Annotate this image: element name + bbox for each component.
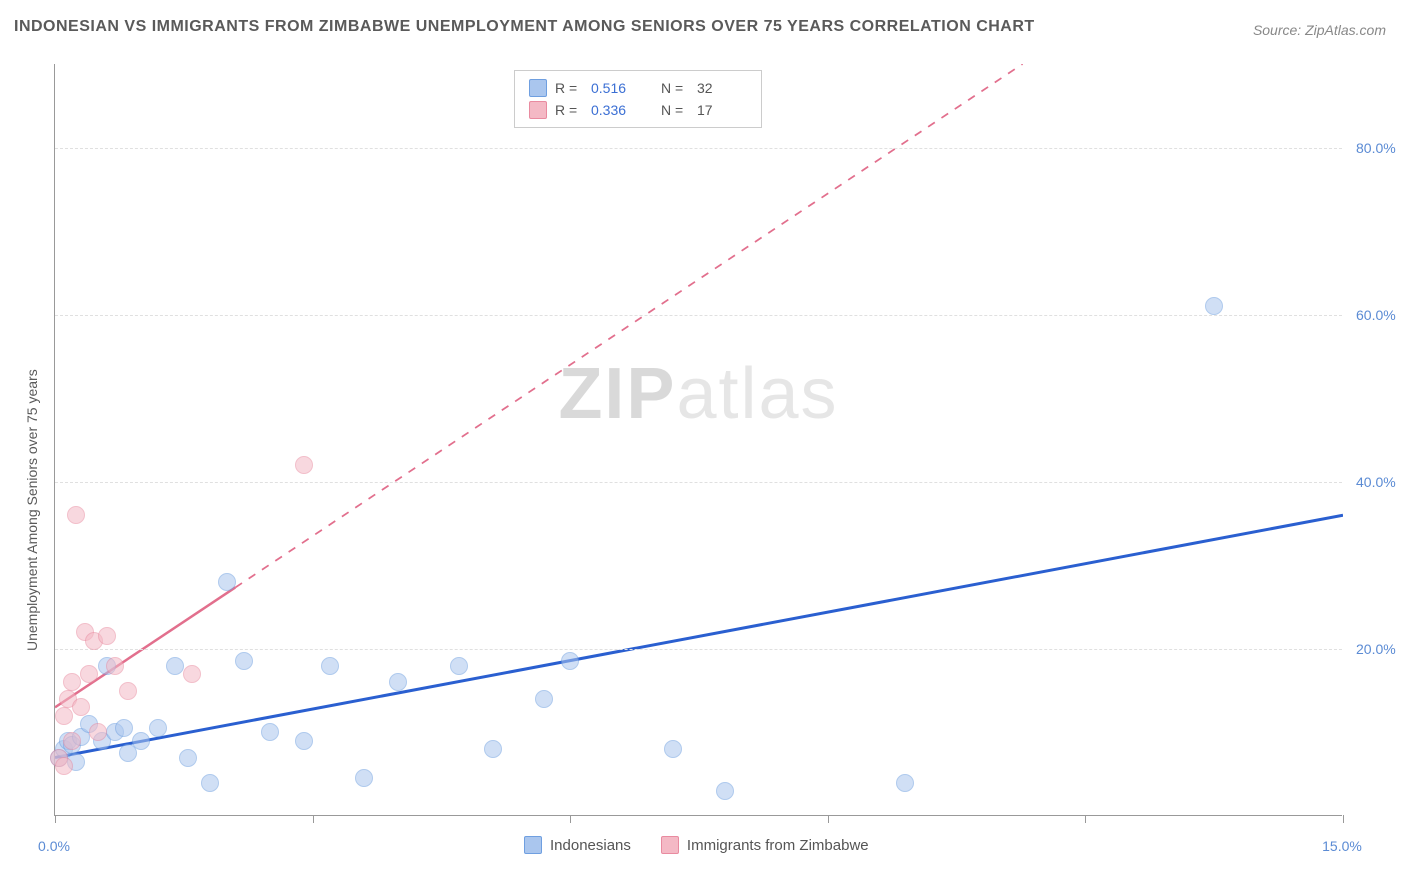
data-point bbox=[179, 749, 197, 767]
x-tick bbox=[828, 815, 829, 823]
data-point bbox=[55, 707, 73, 725]
watermark: ZIPatlas bbox=[558, 353, 838, 435]
data-point bbox=[295, 456, 313, 474]
gridline bbox=[55, 148, 1342, 149]
legend-swatch bbox=[529, 79, 547, 97]
plot-area: ZIPatlas bbox=[54, 64, 1342, 816]
x-tick-label: 15.0% bbox=[1322, 838, 1362, 854]
data-point bbox=[72, 698, 90, 716]
legend-item: Immigrants from Zimbabwe bbox=[661, 836, 869, 854]
trend-line bbox=[55, 515, 1343, 757]
trend-lines bbox=[55, 64, 1343, 816]
data-point bbox=[484, 740, 502, 758]
gridline bbox=[55, 649, 1342, 650]
data-point bbox=[115, 719, 133, 737]
data-point bbox=[80, 665, 98, 683]
data-point bbox=[106, 657, 124, 675]
legend-r-label: R = bbox=[555, 80, 583, 96]
x-tick bbox=[570, 815, 571, 823]
legend-n noexpand: N = bbox=[661, 102, 689, 118]
legend-r-value: 0.516 bbox=[591, 80, 641, 96]
y-axis-label: Unemployment Among Seniors over 75 years bbox=[24, 369, 40, 651]
gridline bbox=[55, 315, 1342, 316]
legend-n-value: 17 bbox=[697, 102, 747, 118]
data-point bbox=[561, 652, 579, 670]
data-point bbox=[98, 627, 116, 645]
y-tick-label: 20.0% bbox=[1356, 641, 1396, 657]
data-point bbox=[1205, 297, 1223, 315]
y-tick-label: 60.0% bbox=[1356, 307, 1396, 323]
y-tick-label: 40.0% bbox=[1356, 474, 1396, 490]
x-tick bbox=[313, 815, 314, 823]
trend-line bbox=[55, 587, 235, 707]
legend-row: R = 0.516 N = 32 bbox=[529, 77, 747, 99]
x-tick bbox=[55, 815, 56, 823]
y-tick-label: 80.0% bbox=[1356, 140, 1396, 156]
data-point bbox=[664, 740, 682, 758]
data-point bbox=[295, 732, 313, 750]
data-point bbox=[119, 682, 137, 700]
data-point bbox=[183, 665, 201, 683]
legend-swatch bbox=[661, 836, 679, 854]
legend-swatch bbox=[529, 101, 547, 119]
data-point bbox=[166, 657, 184, 675]
data-point bbox=[450, 657, 468, 675]
data-point bbox=[89, 723, 107, 741]
x-tick bbox=[1085, 815, 1086, 823]
data-point bbox=[63, 673, 81, 691]
data-point bbox=[132, 732, 150, 750]
legend-item: Indonesians bbox=[524, 836, 631, 854]
data-point bbox=[149, 719, 167, 737]
data-point bbox=[201, 774, 219, 792]
data-point bbox=[261, 723, 279, 741]
legend-row: R = 0.336 N = 17 bbox=[529, 99, 747, 121]
data-point bbox=[716, 782, 734, 800]
chart-source: Source: ZipAtlas.com bbox=[1253, 22, 1386, 38]
legend-n-value: 32 bbox=[697, 80, 747, 96]
legend-n noexpand: N = bbox=[661, 80, 689, 96]
data-point bbox=[63, 732, 81, 750]
chart-title: INDONESIAN VS IMMIGRANTS FROM ZIMBABWE U… bbox=[14, 18, 1035, 36]
trend-line-dashed bbox=[235, 64, 1022, 587]
data-point bbox=[218, 573, 236, 591]
x-tick-label: 0.0% bbox=[38, 838, 70, 854]
gridline bbox=[55, 482, 1342, 483]
series-legend: Indonesians Immigrants from Zimbabwe bbox=[524, 836, 869, 854]
data-point bbox=[235, 652, 253, 670]
legend-r-value: 0.336 bbox=[591, 102, 641, 118]
legend-swatch bbox=[524, 836, 542, 854]
legend-r-label: R = bbox=[555, 102, 583, 118]
stats-legend: R = 0.516 N = 32 R = 0.336 N = 17 bbox=[514, 70, 762, 128]
data-point bbox=[896, 774, 914, 792]
x-tick bbox=[1343, 815, 1344, 823]
data-point bbox=[67, 506, 85, 524]
data-point bbox=[55, 757, 73, 775]
data-point bbox=[389, 673, 407, 691]
data-point bbox=[535, 690, 553, 708]
data-point bbox=[321, 657, 339, 675]
data-point bbox=[355, 769, 373, 787]
legend-series-name: Immigrants from Zimbabwe bbox=[687, 837, 869, 854]
legend-series-name: Indonesians bbox=[550, 837, 631, 854]
